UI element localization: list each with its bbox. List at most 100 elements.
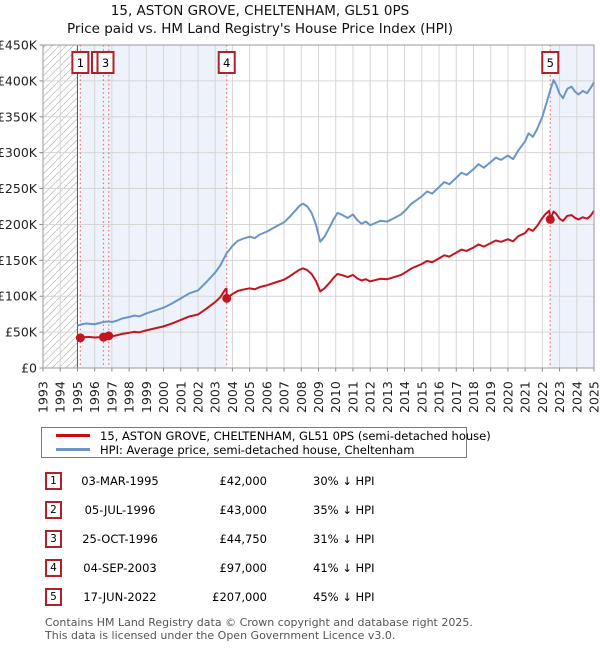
x-tick-label: 1994 xyxy=(53,381,68,413)
x-tick-label: 2004 xyxy=(225,381,240,413)
y-tick-label: £150K xyxy=(0,253,38,268)
sale-price: £44,750 xyxy=(219,532,267,546)
x-tick-label: 2005 xyxy=(242,381,257,413)
sale-table-row: 2 05-JUL-1996 £43,000 35% ↓ HPI xyxy=(0,501,600,525)
sale-vs-hpi: 45% ↓ HPI xyxy=(313,590,375,604)
sale-date: 25-OCT-1996 xyxy=(82,532,158,546)
sale-date: 04-SEP-2003 xyxy=(83,561,157,575)
ownership-shaded-region xyxy=(550,45,594,368)
x-tick-label: 1996 xyxy=(87,381,102,413)
x-tick-label: 2018 xyxy=(466,381,481,413)
footer-line1: Contains HM Land Registry data © Crown c… xyxy=(45,616,473,629)
legend-row-hpi: HPI: Average price, semi-detached house,… xyxy=(42,442,466,457)
x-tick-label: 2025 xyxy=(587,381,600,413)
x-tick-label: 2007 xyxy=(277,381,292,413)
x-tick-label: 2000 xyxy=(156,381,171,413)
sale-point-dot xyxy=(222,293,232,303)
ownership-shaded-region xyxy=(80,45,227,368)
x-tick-label: 2021 xyxy=(518,381,533,413)
sale-price: £97,000 xyxy=(219,561,267,575)
sale-number-badge: 2 xyxy=(45,501,62,519)
sale-table-row: 1 03-MAR-1995 £42,000 30% ↓ HPI xyxy=(0,472,600,496)
price-chart: £0 £50K £100K £150K £200K £250K £300K £350K £400… xyxy=(0,38,600,414)
sale-number-badge: 1 xyxy=(45,472,62,490)
x-tick-label: 2016 xyxy=(432,381,447,413)
sale-number-badge: 3 xyxy=(45,530,62,548)
sale-marker-box xyxy=(217,51,236,74)
sale-price: £207,000 xyxy=(212,590,267,604)
price-paid-line xyxy=(80,209,595,339)
x-tick-label: 2012 xyxy=(363,381,378,413)
sale-marker-number: 5 xyxy=(547,56,554,70)
sale-table-row: 5 17-JUN-2022 £207,000 45% ↓ HPI xyxy=(0,588,600,612)
sale-price: £42,000 xyxy=(219,474,267,488)
hpi-line xyxy=(77,79,595,327)
x-tick-label: 2010 xyxy=(328,381,343,413)
x-tick-label: 2011 xyxy=(345,381,360,413)
footer-line2: This data is licensed under the Open Gov… xyxy=(45,629,396,643)
x-tick-label: 2001 xyxy=(173,381,188,413)
y-tick-label: £300K xyxy=(0,145,38,160)
sale-date: 03-MAR-1995 xyxy=(81,474,159,488)
x-tick-label: 2014 xyxy=(397,381,412,413)
sale-marker-number: 1 xyxy=(77,56,84,70)
sale-marker-box xyxy=(71,51,90,74)
y-tick-label: £0 xyxy=(21,361,37,376)
sale-date: 17-JUN-2022 xyxy=(83,590,157,604)
y-tick-label: £250K xyxy=(0,181,38,196)
x-tick-label: 2015 xyxy=(414,381,429,413)
sale-marker-number: 4 xyxy=(223,56,230,70)
legend-label-hpi: HPI: Average price, semi-detached house,… xyxy=(100,442,415,457)
hpi-line-swatch xyxy=(56,448,90,451)
sale-marker-box xyxy=(96,51,115,74)
x-tick-label: 2024 xyxy=(569,381,584,413)
x-tick-label: 2019 xyxy=(483,381,498,413)
x-tick-label: 1999 xyxy=(139,381,154,413)
y-tick-label: £350K xyxy=(0,109,38,124)
y-tick-label: £200K xyxy=(0,217,38,232)
x-tick-label: 2013 xyxy=(380,381,395,413)
sale-table-row: 3 25-OCT-1996 £44,750 31% ↓ HPI xyxy=(0,530,600,554)
x-tick-label: 1993 xyxy=(36,381,51,413)
sale-marker-number: 3 xyxy=(102,56,109,70)
sale-marker-box xyxy=(541,51,560,74)
sale-vs-hpi: 30% ↓ HPI xyxy=(313,474,375,488)
sale-vs-hpi: 41% ↓ HPI xyxy=(313,561,375,575)
sale-number-badge: 5 xyxy=(45,588,62,606)
page-title: 15, ASTON GROVE, CHELTENHAM, GL51 0PS xyxy=(110,3,410,19)
y-tick-label: £100K xyxy=(0,289,38,304)
license-footer: Contains HM Land Registry data © Crown c… xyxy=(45,616,473,642)
sale-vs-hpi: 35% ↓ HPI xyxy=(313,503,375,517)
sale-table-row: 4 04-SEP-2003 £97,000 41% ↓ HPI xyxy=(0,559,600,583)
sale-number-badge: 4 xyxy=(45,559,62,577)
sale-vs-hpi: 31% ↓ HPI xyxy=(313,532,375,546)
sale-point-dot xyxy=(545,214,555,224)
x-tick-label: 1998 xyxy=(122,381,137,413)
y-tick-label: £400K xyxy=(0,73,38,88)
x-tick-label: 2022 xyxy=(535,381,550,413)
sale-point-dot xyxy=(104,331,114,341)
plot-border xyxy=(42,44,595,369)
x-tick-label: 2008 xyxy=(294,381,309,413)
page-subtitle: Price paid vs. HM Land Registry's House … xyxy=(67,21,453,37)
sale-point-dot xyxy=(75,333,85,343)
y-tick-label: £50K xyxy=(5,325,38,340)
x-tick-label: 2017 xyxy=(449,381,464,413)
x-tick-label: 2006 xyxy=(259,381,274,413)
sale-price: £43,000 xyxy=(219,503,267,517)
chart-svg: £0 £50K £100K £150K £200K £250K £300K £350K £400… xyxy=(0,38,600,414)
legend-label-property: 15, ASTON GROVE, CHELTENHAM, GL51 0PS (s… xyxy=(100,428,491,443)
x-tick-label: 1995 xyxy=(70,381,85,413)
property-line-swatch xyxy=(56,434,90,437)
x-tick-label: 2023 xyxy=(552,381,567,413)
legend-row-property: 15, ASTON GROVE, CHELTENHAM, GL51 0PS (s… xyxy=(42,429,491,443)
x-tick-label: 1997 xyxy=(104,381,119,413)
sale-date: 05-JUL-1996 xyxy=(84,503,156,517)
x-tick-label: 2003 xyxy=(208,381,223,413)
x-tick-label: 2002 xyxy=(190,381,205,413)
y-tick-label: £450K xyxy=(0,38,38,53)
x-tick-label: 2020 xyxy=(500,381,515,413)
x-tick-label: 2009 xyxy=(311,381,326,413)
chart-legend: 15, ASTON GROVE, CHELTENHAM, GL51 0PS (s… xyxy=(41,427,491,458)
